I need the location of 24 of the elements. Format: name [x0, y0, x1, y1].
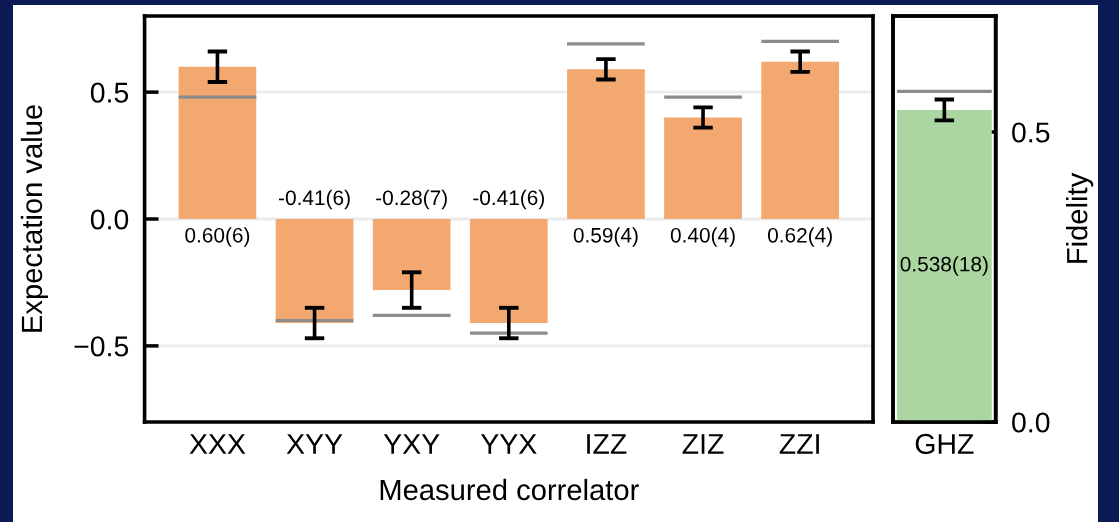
y-tick-label: −0.5 — [74, 336, 129, 357]
x-tick-label: ZIZ — [682, 434, 724, 454]
x-axis-title: Measured correlator — [380, 478, 639, 501]
data-label: -0.41(6) — [473, 189, 544, 210]
data-label: 0.59(4) — [573, 227, 638, 247]
x-tick-label: YYX — [480, 434, 537, 454]
x-tick-label: IZZ — [587, 434, 627, 454]
x-tick-label: XXX — [189, 434, 246, 454]
x-tick-label: YXY — [383, 434, 440, 454]
data-label: 0.60(6) — [185, 227, 250, 247]
x-tick-label: ZZI — [779, 434, 819, 454]
data-label: -0.41(6) — [279, 189, 350, 210]
data-label: 0.62(4) — [767, 227, 832, 247]
x-tick-label: XYY — [286, 434, 343, 454]
data-label: -0.28(7) — [376, 189, 447, 210]
data-label: 0.538(18) — [900, 256, 988, 276]
y-axis-title: Expectation value — [20, 105, 49, 332]
data-label: 0.40(4) — [670, 227, 735, 247]
y-tick-label: 0.0 — [90, 209, 129, 230]
y2-axis-title: Fidelity — [1066, 172, 1094, 263]
y-tick-label: 0.5 — [90, 82, 129, 103]
y2-tick-label: 0.5 — [1012, 122, 1050, 143]
x-tick-label: GHZ — [915, 433, 974, 455]
y2-tick-label: 0.0 — [1012, 412, 1050, 433]
